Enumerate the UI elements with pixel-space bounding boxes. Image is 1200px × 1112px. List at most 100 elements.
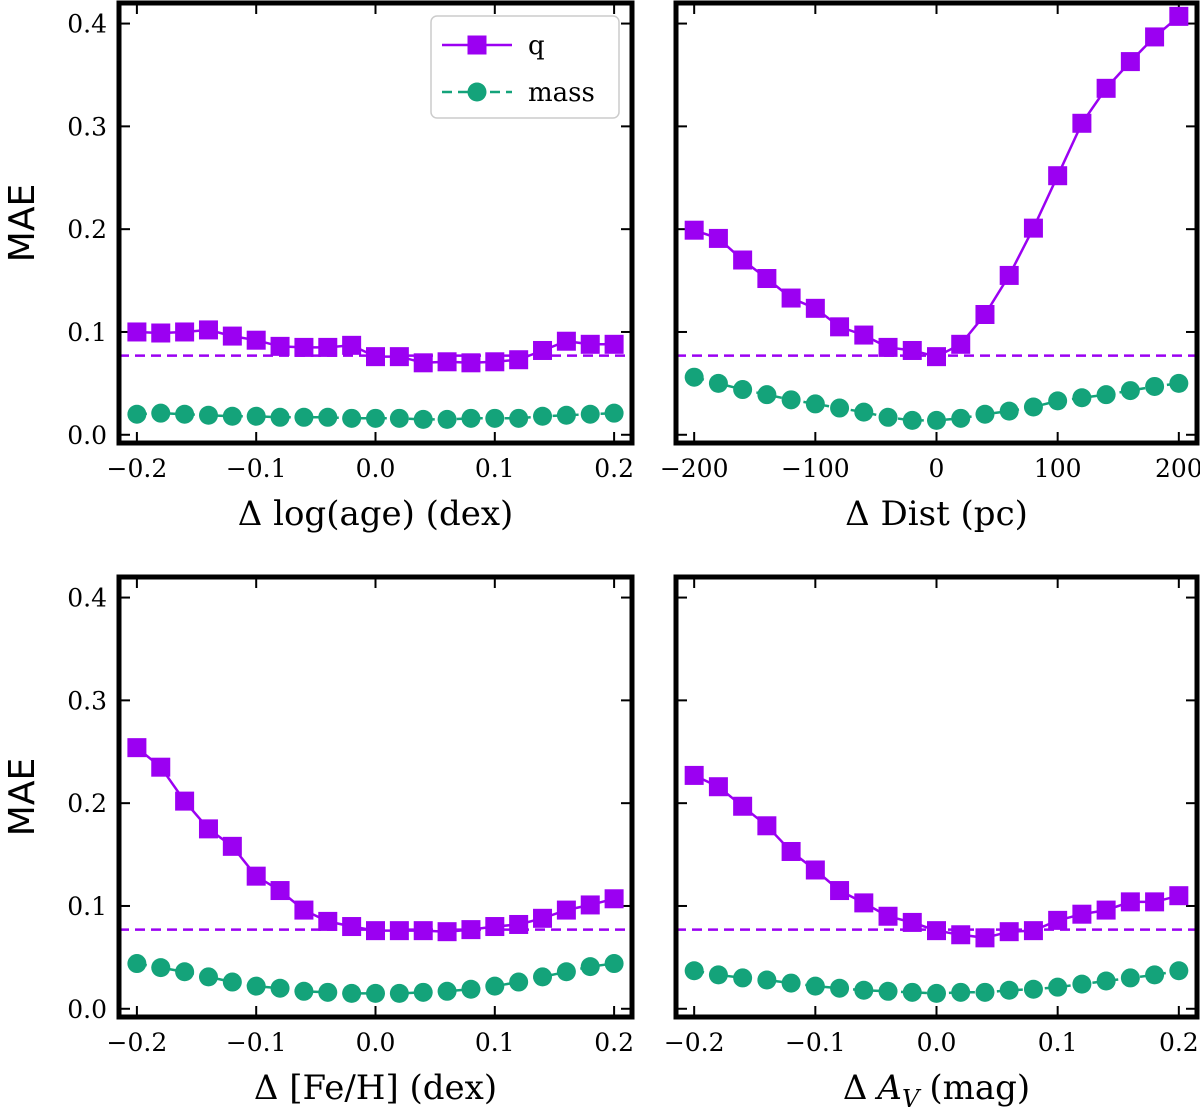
y-tick-label: 0.1 <box>67 892 107 921</box>
data-point-q <box>1096 900 1116 920</box>
data-point-q <box>461 353 481 373</box>
x-axis-label: Δ AV (mag) <box>843 1068 1030 1112</box>
data-point-q <box>805 298 825 318</box>
data-point-q <box>830 881 850 901</box>
data-point-q <box>951 334 971 354</box>
data-point-mass <box>294 407 314 427</box>
data-point-mass <box>1023 397 1043 417</box>
legend-label-mass: mass <box>528 78 595 108</box>
data-point-mass <box>413 409 433 429</box>
data-point-q <box>198 819 218 839</box>
data-point-mass <box>927 410 946 430</box>
data-point-mass <box>366 983 385 1003</box>
y-axis-label: MAE <box>2 758 43 836</box>
data-point-mass <box>684 961 704 981</box>
data-point-mass <box>318 407 338 427</box>
data-point-q <box>951 925 971 945</box>
data-point-mass <box>830 398 850 418</box>
legend: q mass <box>430 15 620 119</box>
data-point-mass <box>556 962 576 982</box>
data-point-q <box>342 917 362 937</box>
data-point-q <box>604 889 624 909</box>
data-point-mass <box>222 406 242 426</box>
data-point-mass <box>733 380 753 400</box>
series-line-q <box>693 15 1180 358</box>
x-tick-label: −0.1 <box>226 1028 287 1057</box>
data-point-q <box>1072 904 1092 924</box>
data-point-mass <box>878 407 898 427</box>
data-point-mass <box>951 408 971 428</box>
data-point-q <box>270 336 290 356</box>
x-tick-label: 0.1 <box>1038 1028 1078 1057</box>
data-point-mass <box>604 954 624 974</box>
x-tick-label: 0 <box>929 454 945 483</box>
data-point-mass <box>222 972 242 992</box>
data-point-q <box>294 337 314 357</box>
data-point-mass <box>805 394 825 414</box>
data-point-mass <box>342 983 362 1003</box>
data-point-q <box>781 841 801 861</box>
data-point-q <box>927 921 946 941</box>
data-point-mass <box>902 410 922 430</box>
data-point-mass <box>1048 391 1068 411</box>
data-point-mass <box>830 978 850 998</box>
data-point-mass <box>927 983 946 1003</box>
data-point-mass <box>461 408 481 428</box>
data-point-mass <box>533 967 553 987</box>
data-point-q <box>246 330 266 350</box>
data-point-mass <box>902 982 922 1002</box>
data-point-mass <box>1072 974 1092 994</box>
data-point-mass <box>1096 385 1116 405</box>
y-tick-label: 0.0 <box>67 421 107 450</box>
data-point-q <box>342 335 362 355</box>
data-point-mass <box>1169 373 1189 393</box>
data-point-q <box>781 288 801 308</box>
y-tick-label: 0.3 <box>67 112 107 141</box>
data-point-mass <box>461 979 481 999</box>
x-tick-label: 200 <box>1155 454 1200 483</box>
data-point-mass <box>389 983 409 1003</box>
data-point-q <box>1023 218 1043 238</box>
data-point-q <box>533 908 553 928</box>
y-tick-label: 0.0 <box>67 995 107 1024</box>
data-point-mass <box>246 406 266 426</box>
data-point-mass <box>757 970 777 990</box>
y-tick-label: 0.2 <box>67 215 107 244</box>
data-point-q <box>902 912 922 932</box>
data-point-q <box>927 347 946 367</box>
data-point-mass <box>781 390 801 410</box>
data-point-mass <box>1169 961 1189 981</box>
data-point-mass <box>580 957 600 977</box>
data-point-mass <box>999 401 1019 421</box>
data-point-q <box>198 320 218 340</box>
x-tick-label: −0.2 <box>107 1028 168 1057</box>
panel-3: −0.2 −0.1 0.0 0.1 0.2 0.0 0.1 0.2 0.3 0.4 Δ [Fe/H]… <box>2 574 635 1108</box>
data-point-mass <box>951 982 971 1002</box>
data-point-q <box>604 334 624 354</box>
axes-frame <box>116 574 635 1020</box>
data-point-mass <box>246 976 266 996</box>
data-point-q <box>1048 910 1068 930</box>
data-point-mass <box>604 403 624 423</box>
data-point-q <box>437 352 457 372</box>
data-point-mass <box>708 373 728 393</box>
data-point-mass <box>318 982 338 1002</box>
data-point-mass <box>127 954 147 974</box>
plot-area <box>127 738 624 1003</box>
data-point-mass <box>175 962 195 982</box>
data-point-q <box>1120 52 1140 72</box>
data-point-mass <box>175 404 195 424</box>
data-point-q <box>485 917 505 937</box>
data-point-q <box>1145 892 1165 912</box>
data-point-q <box>485 352 505 372</box>
data-point-mass <box>437 409 457 429</box>
data-point-q <box>975 304 995 324</box>
y-tick-label: 0.1 <box>67 318 107 347</box>
x-tick-label: 0.2 <box>594 1028 634 1057</box>
data-point-q <box>151 323 171 343</box>
data-point-q <box>1169 6 1189 26</box>
data-point-q <box>733 250 753 270</box>
data-point-mass <box>1048 977 1068 997</box>
data-point-mass <box>733 968 753 988</box>
data-point-q <box>902 340 922 360</box>
